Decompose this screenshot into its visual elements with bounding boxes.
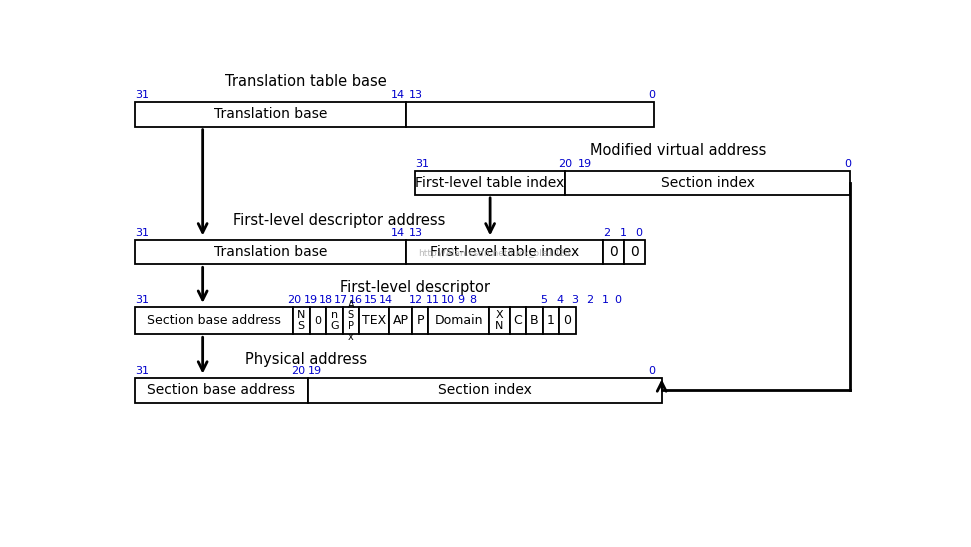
Text: Section index: Section index [660,176,754,190]
Text: 0: 0 [609,245,618,259]
Text: 5: 5 [540,295,547,305]
Text: First-level table index: First-level table index [416,176,565,190]
Text: 31: 31 [415,159,429,169]
Bar [389,307,412,334]
Text: 31: 31 [135,366,149,376]
Bar [326,307,343,334]
Bar [135,307,293,334]
Bar [543,307,559,334]
Text: 0: 0 [649,90,655,100]
Bar [310,307,326,334]
Text: n
G: n G [330,311,339,331]
Bar [415,171,565,195]
Text: 2: 2 [603,228,610,238]
Bar [343,307,359,334]
Text: 13: 13 [409,90,422,100]
Text: 0: 0 [615,295,621,305]
Text: 1: 1 [601,295,609,305]
Bar [406,102,654,127]
Bar [135,102,406,127]
Text: 8: 8 [469,295,476,305]
Text: 15: 15 [364,295,378,305]
Text: 20: 20 [557,159,572,169]
Text: 31: 31 [135,90,149,100]
Text: 0: 0 [563,315,572,328]
Text: 1: 1 [620,228,627,238]
Text: 0: 0 [315,316,321,326]
Text: TEX: TEX [362,315,386,328]
Text: 31: 31 [135,228,149,238]
Text: Translation table base: Translation table base [225,74,386,89]
Bar [428,307,488,334]
Bar [293,307,310,334]
Text: 10: 10 [441,295,454,305]
Text: Translation base: Translation base [214,245,327,259]
Text: Section base address: Section base address [147,315,281,328]
Bar [412,307,428,334]
Bar [565,171,850,195]
Text: 19: 19 [304,295,318,305]
Text: 13: 13 [409,228,422,238]
Text: http://Alan.csdn.net/luck_ole1028: http://Alan.csdn.net/luck_ole1028 [419,248,571,258]
Bar [135,378,308,403]
Text: 0: 0 [630,245,639,259]
Text: 20: 20 [291,366,306,376]
Text: 0: 0 [649,366,655,376]
Text: Domain: Domain [434,315,483,328]
Text: First-level descriptor: First-level descriptor [340,280,489,295]
Text: 11: 11 [425,295,440,305]
Bar [603,240,624,264]
Text: 17: 17 [334,295,348,305]
Bar [526,307,543,334]
Bar [135,240,406,264]
Text: N
S: N S [297,311,306,331]
Text: 3: 3 [571,295,579,305]
Text: 4: 4 [556,295,563,305]
Text: Modified virtual address: Modified virtual address [590,143,766,158]
Bar [406,240,603,264]
Text: Translation base: Translation base [214,108,327,121]
Text: 1: 1 [547,315,555,328]
Text: 18: 18 [318,295,333,305]
Text: AP: AP [392,315,409,328]
Text: 19: 19 [578,159,591,169]
Text: 2: 2 [586,295,593,305]
Text: 20: 20 [287,295,301,305]
Text: A
S
P
x: A S P x [348,300,354,342]
Bar [359,307,389,334]
Text: First-level table index: First-level table index [430,245,579,259]
Text: P: P [417,315,424,328]
Text: 0: 0 [844,159,851,169]
Text: 12: 12 [409,295,423,305]
Text: 19: 19 [308,366,322,376]
Text: 9: 9 [457,295,464,305]
Text: X
N: X N [495,311,503,331]
Text: C: C [514,315,522,328]
Text: 14: 14 [390,90,405,100]
Bar [559,307,576,334]
Text: Section base address: Section base address [148,383,295,397]
Text: 31: 31 [135,295,149,305]
Text: B: B [530,315,539,328]
Bar [308,378,661,403]
Bar [624,240,645,264]
Text: Physical address: Physical address [245,352,367,367]
Text: First-level descriptor address: First-level descriptor address [233,213,446,228]
Text: 14: 14 [390,228,405,238]
Bar [510,307,526,334]
Text: 16: 16 [349,295,362,305]
Text: 14: 14 [379,295,393,305]
Text: 0: 0 [635,228,643,238]
Text: Section index: Section index [438,383,532,397]
Bar [488,307,510,334]
